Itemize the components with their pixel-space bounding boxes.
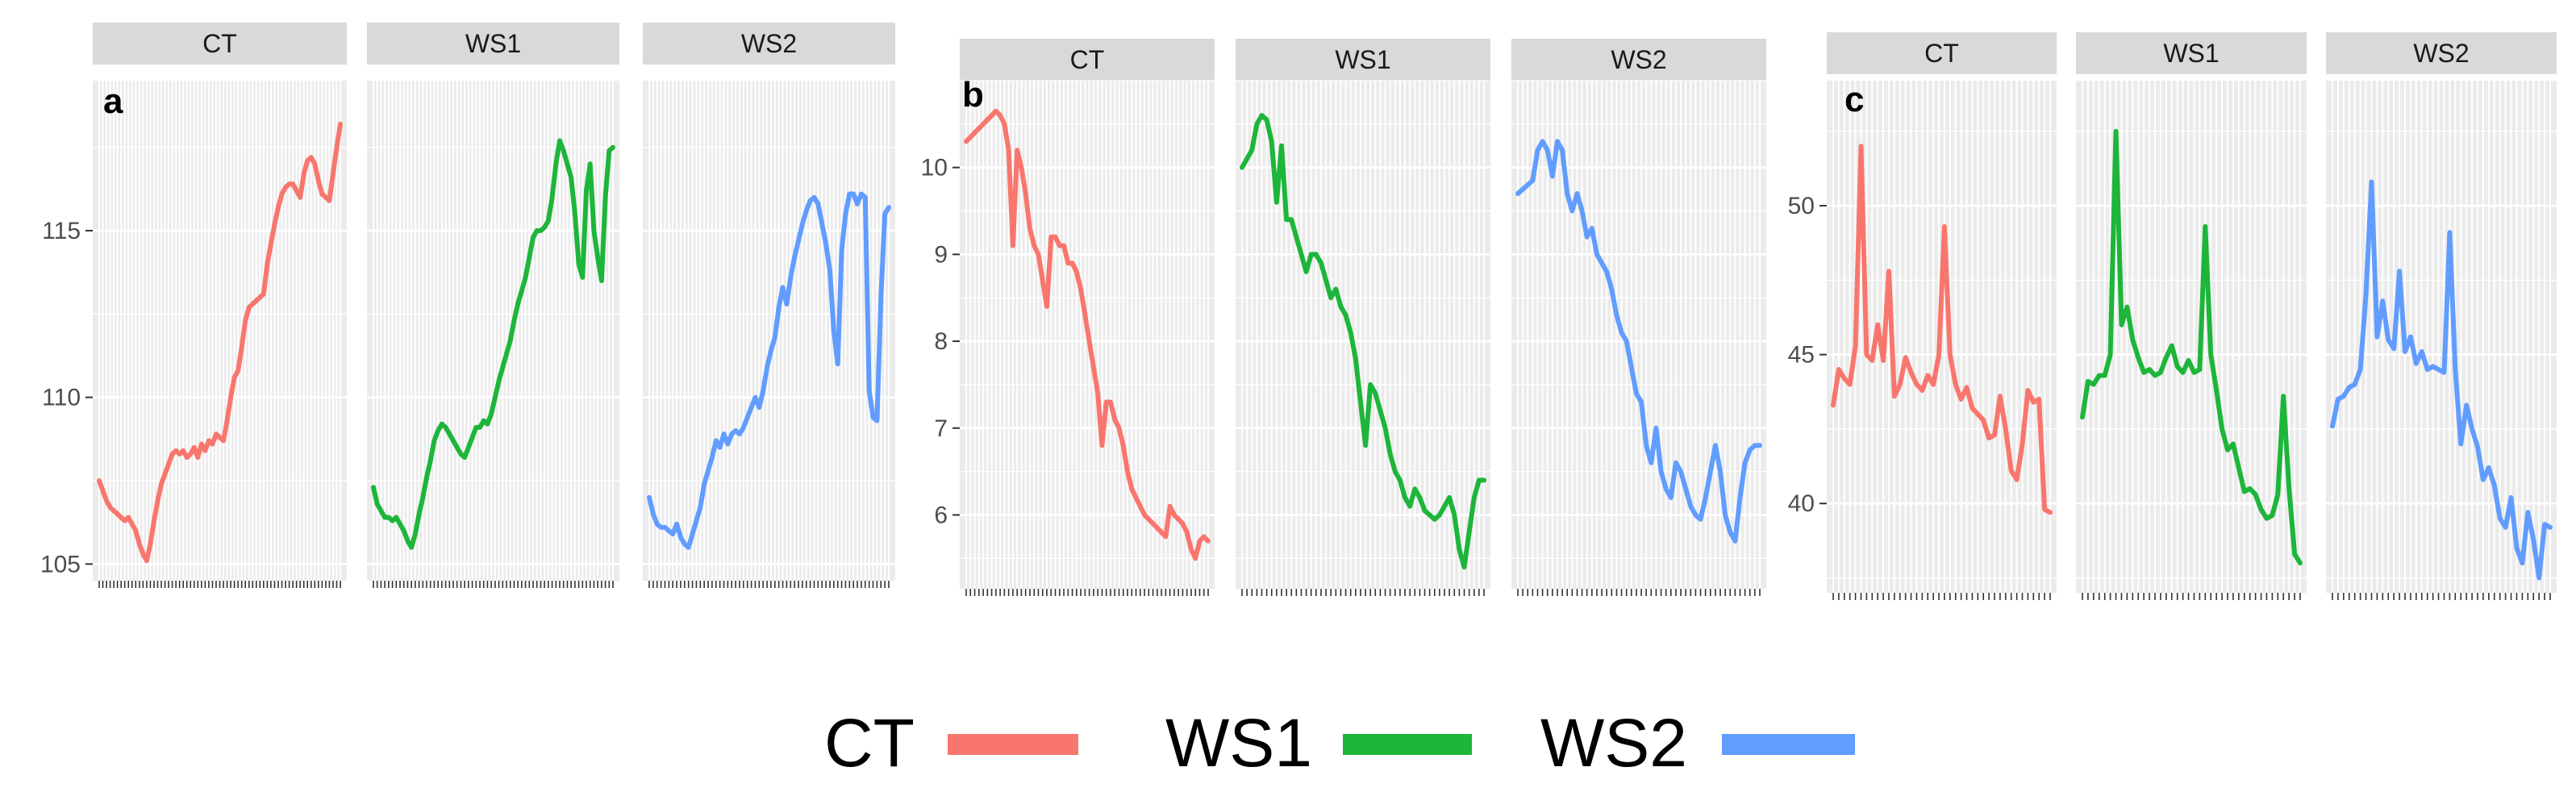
facet-c-WS1: WS1 [2076,32,2307,600]
facet-c-CT: CT [1827,32,2057,600]
y-tick-label: 9 [934,241,948,268]
facet-strip [1827,32,2057,74]
y-tick-label: 45 [1788,342,1815,369]
facet-strip-label: WS2 [2413,39,2469,68]
facet-strip [367,23,619,65]
series-line-WS2 [2330,179,2553,581]
y-tick-label: 8 [934,328,948,355]
y-tick-label: 7 [934,415,948,442]
series-line-WS2 [1515,139,1762,544]
legend-label-WS1: WS1 [1165,705,1312,781]
y-tick-label: 6 [934,502,948,528]
series-line-WS1 [371,138,615,550]
series-line-CT [964,108,1211,561]
facet-strip-label: WS1 [1335,45,1390,74]
facet-strip-label: CT [202,29,237,58]
y-tick-label: 10 [921,155,948,181]
facet-strip [1236,39,1490,81]
y-tick-label: 105 [40,551,81,577]
series-line-WS1 [1240,113,1486,570]
series-line-CT [1831,144,2053,515]
y-tick-label: 40 [1788,490,1815,517]
facet-strip [2076,32,2307,74]
facet-b-WS2: WS2 [1511,39,1766,596]
legend-label-CT: CT [824,705,915,781]
facet-strip [2326,32,2557,74]
panel-tag: a [103,81,123,121]
series-line-CT [97,121,343,564]
facet-a-WS1: WS1 [367,23,619,588]
facet-c-WS2: WS2 [2326,32,2557,600]
facet-strip-label: WS2 [1611,45,1666,74]
panel-a: CT WS1 WS2 105 110 115 a [40,23,895,588]
facet-b-WS1: WS1 [1236,39,1490,596]
facet-strip [643,23,895,65]
facet-b-CT: CT [960,39,1215,596]
series-line-WS1 [2080,128,2303,566]
facet-strip [960,39,1215,81]
y-tick-label: 50 [1788,193,1815,219]
facet-strip [1511,39,1766,81]
panel-tag: c [1844,80,1864,119]
facet-a-CT: CT [93,23,347,588]
y-tick-label: 110 [42,385,81,411]
panel-c: CT WS1 WS2 40 45 50 c [1788,32,2557,600]
facet-strip-label: CT [1070,45,1105,74]
facet-strip-label: WS1 [2163,39,2219,68]
legend: CT WS1 WS2 [824,705,1855,781]
legend-label-WS2: WS2 [1540,705,1687,781]
facet-strip [93,23,347,65]
series-line-WS2 [647,191,891,550]
facet-strip-label: CT [1924,39,1959,68]
panel-background [367,81,619,581]
panel-tag: b [962,75,984,115]
panel-b: CT WS1 WS2 6 7 8 9 10 b [921,39,1766,596]
y-tick-label: 115 [42,218,81,244]
facet-a-WS2: WS2 [643,23,895,588]
facet-strip-label: WS1 [465,29,521,58]
facet-strip-label: WS2 [741,29,797,58]
